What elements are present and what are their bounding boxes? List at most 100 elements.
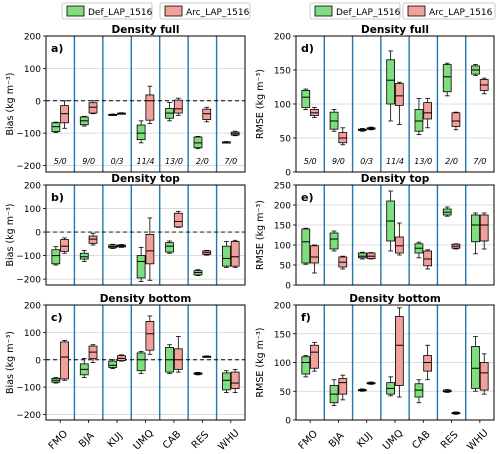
box-body: [202, 108, 212, 120]
box-body: [145, 234, 155, 265]
x-tick-label: RES: [190, 429, 212, 451]
y-tick-label: −100: [16, 252, 41, 262]
box-arc-umq: [394, 81, 404, 125]
y-tick-label: 100: [24, 205, 41, 215]
panel-title: Density top: [111, 173, 180, 185]
box-def-bja: [329, 230, 339, 252]
y-tick-label: 150: [274, 330, 291, 340]
box-body: [136, 124, 146, 141]
panel-label: f): [301, 311, 311, 324]
box-body: [145, 321, 155, 351]
box-arc-umq: [145, 315, 155, 355]
y-tick-label: 150: [274, 67, 291, 77]
box-body: [88, 102, 98, 114]
box-body: [88, 235, 98, 244]
y-tick-label: 200: [274, 33, 291, 43]
box-body: [357, 252, 367, 259]
box-body: [423, 250, 433, 267]
box-body: [423, 355, 433, 372]
box-body: [329, 232, 339, 250]
box-body: [108, 360, 118, 368]
panel-label: d): [301, 42, 314, 55]
legend-label-arc-2: Arc_LAP_1516: [429, 8, 493, 18]
box-body: [60, 239, 69, 252]
y-axis-label: RMSE (kg m⁻³): [255, 69, 266, 139]
box-def-res: [193, 269, 203, 276]
box-def-kuj: [108, 113, 118, 116]
box-arc-res: [202, 106, 212, 123]
box-arc-cab: [423, 344, 433, 381]
box-body: [51, 249, 61, 265]
count-label: 5/0: [54, 157, 67, 166]
box-body: [79, 252, 89, 260]
count-label: 11/4: [137, 157, 155, 166]
x-tick-label: KUJ: [355, 430, 374, 449]
count-label: 0/3: [360, 157, 373, 166]
y-tick-label: 100: [274, 359, 291, 369]
y-tick-label: −100: [16, 130, 41, 140]
box-arc-bja: [338, 255, 348, 270]
y-tick-label: 0: [285, 282, 291, 292]
panel-label: a): [51, 42, 63, 55]
box-def-cab: [165, 344, 174, 374]
box-arc-cab: [173, 210, 183, 228]
count-label: 13/0: [165, 157, 183, 166]
y-axis-label: Bias (kg m⁻³): [5, 331, 16, 394]
box-def-kuj: [108, 243, 118, 249]
box-body: [310, 245, 319, 264]
legend-swatch-arc-2: [407, 5, 426, 17]
box-body: [386, 59, 396, 105]
box-body: [338, 378, 348, 395]
y-tick-label: 100: [24, 329, 41, 339]
count-label: 9/0: [82, 157, 95, 166]
box-def-bja: [79, 250, 89, 262]
box-arc-kuj: [117, 112, 126, 115]
box-body: [414, 109, 424, 132]
y-axis-label: RMSE (kg m⁻³): [255, 328, 266, 398]
box-body: [145, 94, 155, 121]
box-body: [451, 112, 461, 127]
y-tick-label: 100: [274, 242, 291, 252]
y-tick-label: 0: [285, 417, 291, 427]
box-arc-bja: [338, 127, 348, 146]
box-def-fmo: [51, 377, 61, 384]
box-arc-whu: [230, 368, 240, 394]
box-def-fmo: [301, 88, 311, 110]
x-tick-label: KUJ: [106, 430, 125, 449]
panel-b: −200 −100 0 100 200 Density top b) Bias (kg m⁻³…: [5, 173, 246, 286]
box-arc-cab: [423, 98, 433, 129]
box-def-umq: [136, 351, 146, 374]
box-body: [136, 352, 146, 372]
box-arc-umq: [145, 217, 155, 281]
box-def-bja: [79, 115, 89, 127]
box-def-res: [442, 62, 452, 97]
box-body: [301, 90, 311, 108]
box-arc-fmo: [60, 100, 69, 129]
y-tick-label: 50: [280, 262, 292, 272]
x-tick-label: FMO: [297, 428, 321, 452]
count-label: 0/3: [111, 157, 124, 166]
box-body: [471, 214, 480, 243]
count-label: 13/0: [414, 157, 432, 166]
box-arc-whu: [230, 239, 240, 268]
count-label: 7/0: [473, 157, 486, 166]
x-tick-label: UMQ: [131, 428, 156, 453]
legend-left: Def_LAP_1516: [61, 2, 153, 20]
box-def-cab: [414, 98, 424, 136]
legend-frame-right-2: [402, 2, 496, 20]
count-label: 2/0: [196, 157, 209, 166]
box-arc-bja: [338, 374, 348, 401]
box-body: [222, 372, 231, 391]
legend-left-2: Def_LAP_1516: [309, 2, 401, 20]
box-body: [230, 241, 240, 267]
x-tick-label: BJA: [327, 430, 347, 450]
y-tick-label: −200: [16, 276, 41, 286]
box-def-fmo: [301, 355, 311, 378]
box-arc-cab: [423, 249, 433, 270]
box-arc-kuj: [366, 252, 376, 260]
box-def-res: [442, 206, 452, 217]
box-arc-fmo: [310, 107, 319, 118]
box-arc-kuj: [366, 126, 376, 131]
box-arc-whu: [479, 353, 489, 395]
box-body: [230, 371, 240, 389]
